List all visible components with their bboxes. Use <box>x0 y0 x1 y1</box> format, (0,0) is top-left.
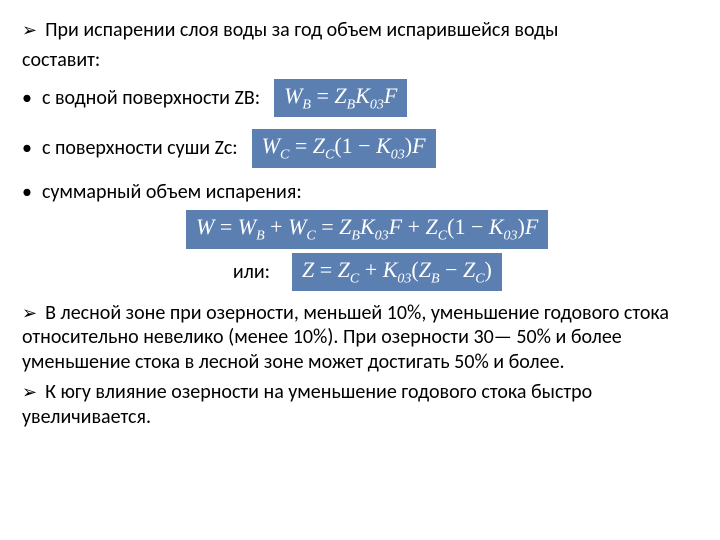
intro-line1: При испарении слоя воды за год объем исп… <box>22 18 698 42</box>
paragraph-south: К югу влияние озерности на уменьшение го… <box>22 380 698 429</box>
item-water-surface: с водной поверхности ZB: WB = ZBK03F <box>22 79 698 117</box>
or-label: или: <box>22 260 278 284</box>
item-land-surface: с поверхности суши Zc: WC = ZC(1 − K03)F <box>22 129 698 167</box>
item1-label: с водной поверхности ZB: <box>22 86 260 110</box>
item3-label: суммарный объем испарения: <box>22 180 698 204</box>
item2-label: с поверхности суши Zc: <box>22 136 238 160</box>
formula-sum-wrap: W = WB + WC = ZBK03F + ZC(1 − K03)F <box>22 210 698 248</box>
formula-sum: W = WB + WC = ZBK03F + ZC(1 − K03)F <box>186 210 548 248</box>
or-row: или: Z = ZC + K03(ZB − ZC) <box>22 253 698 291</box>
formula-wc: WC = ZC(1 − K03)F <box>252 129 436 167</box>
formula-z: Z = ZC + K03(ZB − ZC) <box>292 253 502 291</box>
intro-line2: составит: <box>22 48 698 72</box>
formula-wb: WB = ZBK03F <box>274 79 407 117</box>
paragraph-forest: В лесной зоне при озерности, меньшей 10%… <box>22 301 698 374</box>
